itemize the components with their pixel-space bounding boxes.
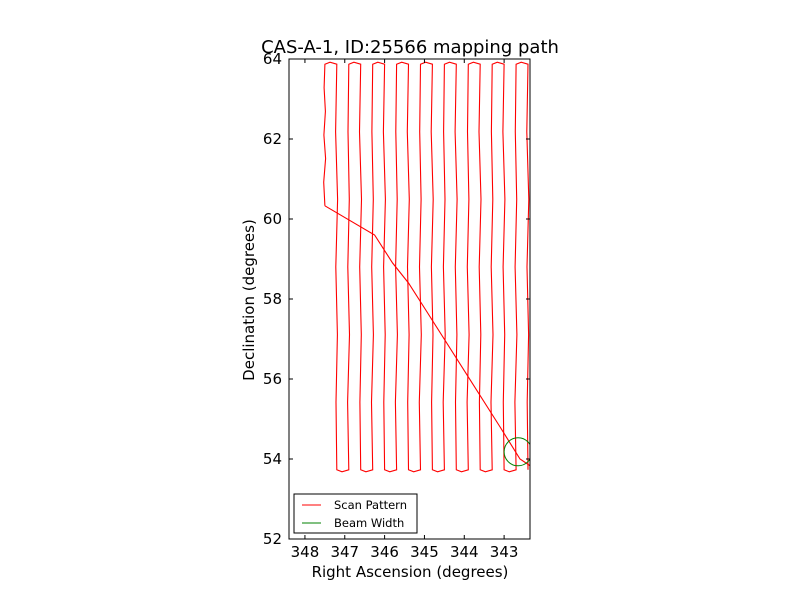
plot-frame [288,58,531,540]
x-tick-label: 346 [370,543,399,561]
y-tick-label: 62 [263,130,282,148]
y-axis-label: Declination (degrees) [240,219,258,381]
scan-return-line [324,205,530,467]
x-tick-label: 344 [450,543,479,561]
x-tick-label: 348 [291,543,320,561]
legend-label-beam-width: Beam Width [334,516,404,530]
y-tick-label: 56 [263,370,282,388]
legend: Scan Pattern Beam Width [293,493,418,534]
y-tick-label: 52 [263,530,282,548]
y-tick-label: 64 [263,50,282,68]
axis-ticks: 348 347 346 345 344 343 52 54 56 58 60 62 64 [263,50,530,561]
x-tick-label: 347 [330,543,359,561]
y-tick-label: 54 [263,450,282,468]
x-axis-label: Right Ascension (degrees) [312,563,509,581]
legend-box [293,493,418,534]
scan-pattern-line [323,61,530,473]
beam-width-circle [503,437,530,467]
x-tick-label: 343 [490,543,519,561]
y-tick-label: 60 [263,210,282,228]
y-tick-label: 58 [263,290,282,308]
x-tick-label: 345 [410,543,439,561]
plot-area [323,61,530,473]
legend-label-scan-pattern: Scan Pattern [334,498,407,512]
chart-title: CAS-A-1, ID:25566 mapping path [261,37,559,58]
